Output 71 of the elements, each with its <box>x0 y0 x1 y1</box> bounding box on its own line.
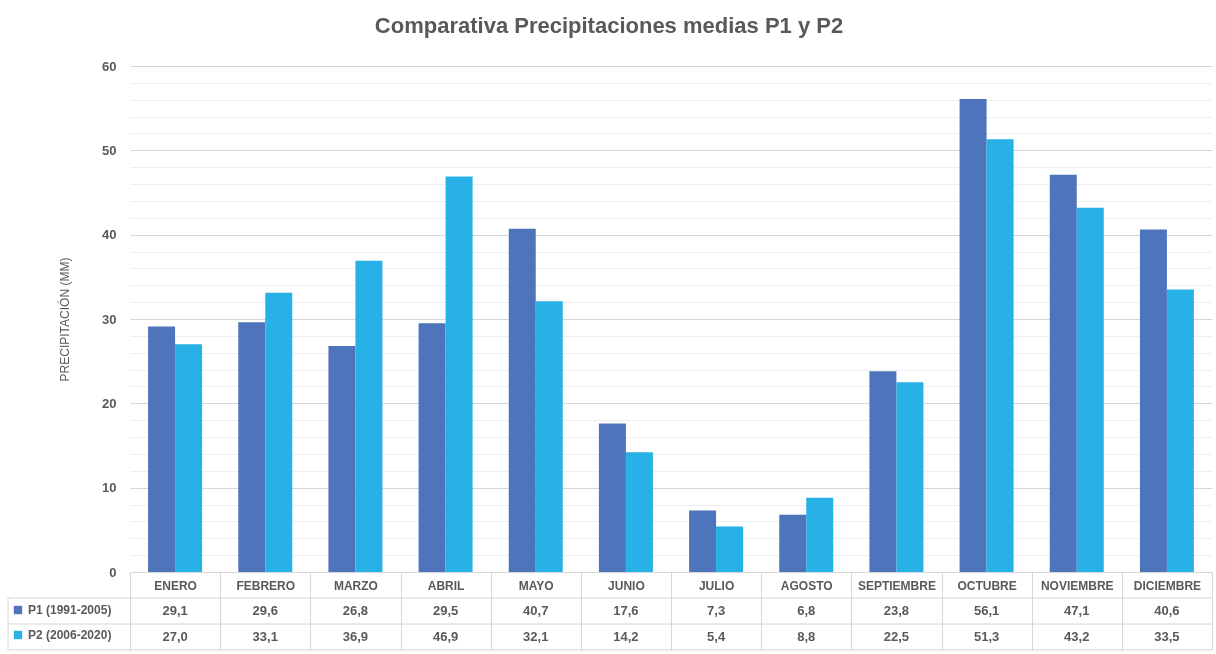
data-label: 29,6 <box>252 603 278 618</box>
bar <box>1049 174 1077 572</box>
data-label: 56,1 <box>973 603 1000 618</box>
bar <box>265 292 293 572</box>
data-label: 23,8 <box>883 603 910 618</box>
legend-label: P2 (2006-2020) <box>28 628 112 642</box>
y-axis-title: PRECIPITACIÓN (MM) <box>57 257 73 382</box>
bar <box>959 98 987 572</box>
data-label: 6,8 <box>797 603 816 618</box>
data-label: 14,2 <box>613 629 639 644</box>
x-tick-label: MAYO <box>518 578 554 593</box>
data-label: 17,6 <box>613 603 639 618</box>
bar <box>238 322 266 572</box>
y-tick-label: 30 <box>102 311 117 327</box>
data-label: 46,9 <box>432 629 459 644</box>
bar <box>535 301 563 572</box>
data-label: 22,5 <box>883 629 910 644</box>
bar <box>689 510 717 572</box>
bar <box>508 228 536 572</box>
data-label: 29,1 <box>162 603 188 618</box>
bar <box>716 526 744 572</box>
bar <box>328 345 356 572</box>
data-label: 36,9 <box>342 629 369 644</box>
x-tick-label: FEBRERO <box>236 578 296 593</box>
y-tick-label: 50 <box>102 142 117 158</box>
bar <box>148 326 176 572</box>
bar <box>986 139 1014 572</box>
y-tick-label: 0 <box>109 564 117 580</box>
data-label: 8,8 <box>797 629 816 644</box>
x-tick-label: OCTUBRE <box>957 578 1017 593</box>
bar <box>598 423 626 572</box>
data-label: 47,1 <box>1064 603 1090 618</box>
data-label: 51,3 <box>973 629 1000 644</box>
x-tick-label: NOVIEMBRE <box>1040 578 1114 593</box>
x-tick-label: SEPTIEMBRE <box>857 578 936 593</box>
bar <box>806 497 834 572</box>
bar <box>1166 289 1194 572</box>
bar <box>445 176 473 572</box>
legend-label: P1 (1991-2005) <box>28 603 112 617</box>
x-tick-label: ABRIL <box>427 578 465 593</box>
y-tick-label: 10 <box>102 480 117 496</box>
bar <box>1076 207 1104 572</box>
data-label: 40,7 <box>523 603 549 618</box>
x-tick-label: JUNIO <box>608 578 645 593</box>
bar <box>869 371 897 572</box>
x-tick-label: JULIO <box>698 578 735 593</box>
data-label: 33,5 <box>1154 629 1180 644</box>
y-tick-label: 20 <box>102 395 117 411</box>
data-label: 5,4 <box>707 629 726 644</box>
bar <box>175 344 203 572</box>
x-tick-label: AGOSTO <box>780 578 833 593</box>
chart-title: Comparativa Precipitaciones medias P1 y P2 <box>374 13 844 38</box>
data-label: 40,6 <box>1154 603 1180 618</box>
y-tick-label: 40 <box>102 227 117 243</box>
bar <box>1139 229 1167 572</box>
data-label: 7,3 <box>707 603 726 618</box>
bar <box>625 452 653 572</box>
x-tick-label: ENERO <box>154 578 197 593</box>
data-label: 29,5 <box>432 603 459 618</box>
bar <box>896 382 924 572</box>
x-tick-label: DICIEMBRE <box>1133 578 1202 593</box>
data-label: 32,1 <box>523 629 549 644</box>
x-tick-label: MARZO <box>333 578 378 593</box>
bar <box>418 323 446 572</box>
data-label: 26,8 <box>342 603 369 618</box>
bar <box>355 260 383 572</box>
y-tick-label: 60 <box>102 58 117 74</box>
data-label: 43,2 <box>1064 629 1090 644</box>
bar <box>779 514 807 572</box>
data-label: 33,1 <box>252 629 278 644</box>
data-label: 27,0 <box>162 629 188 644</box>
